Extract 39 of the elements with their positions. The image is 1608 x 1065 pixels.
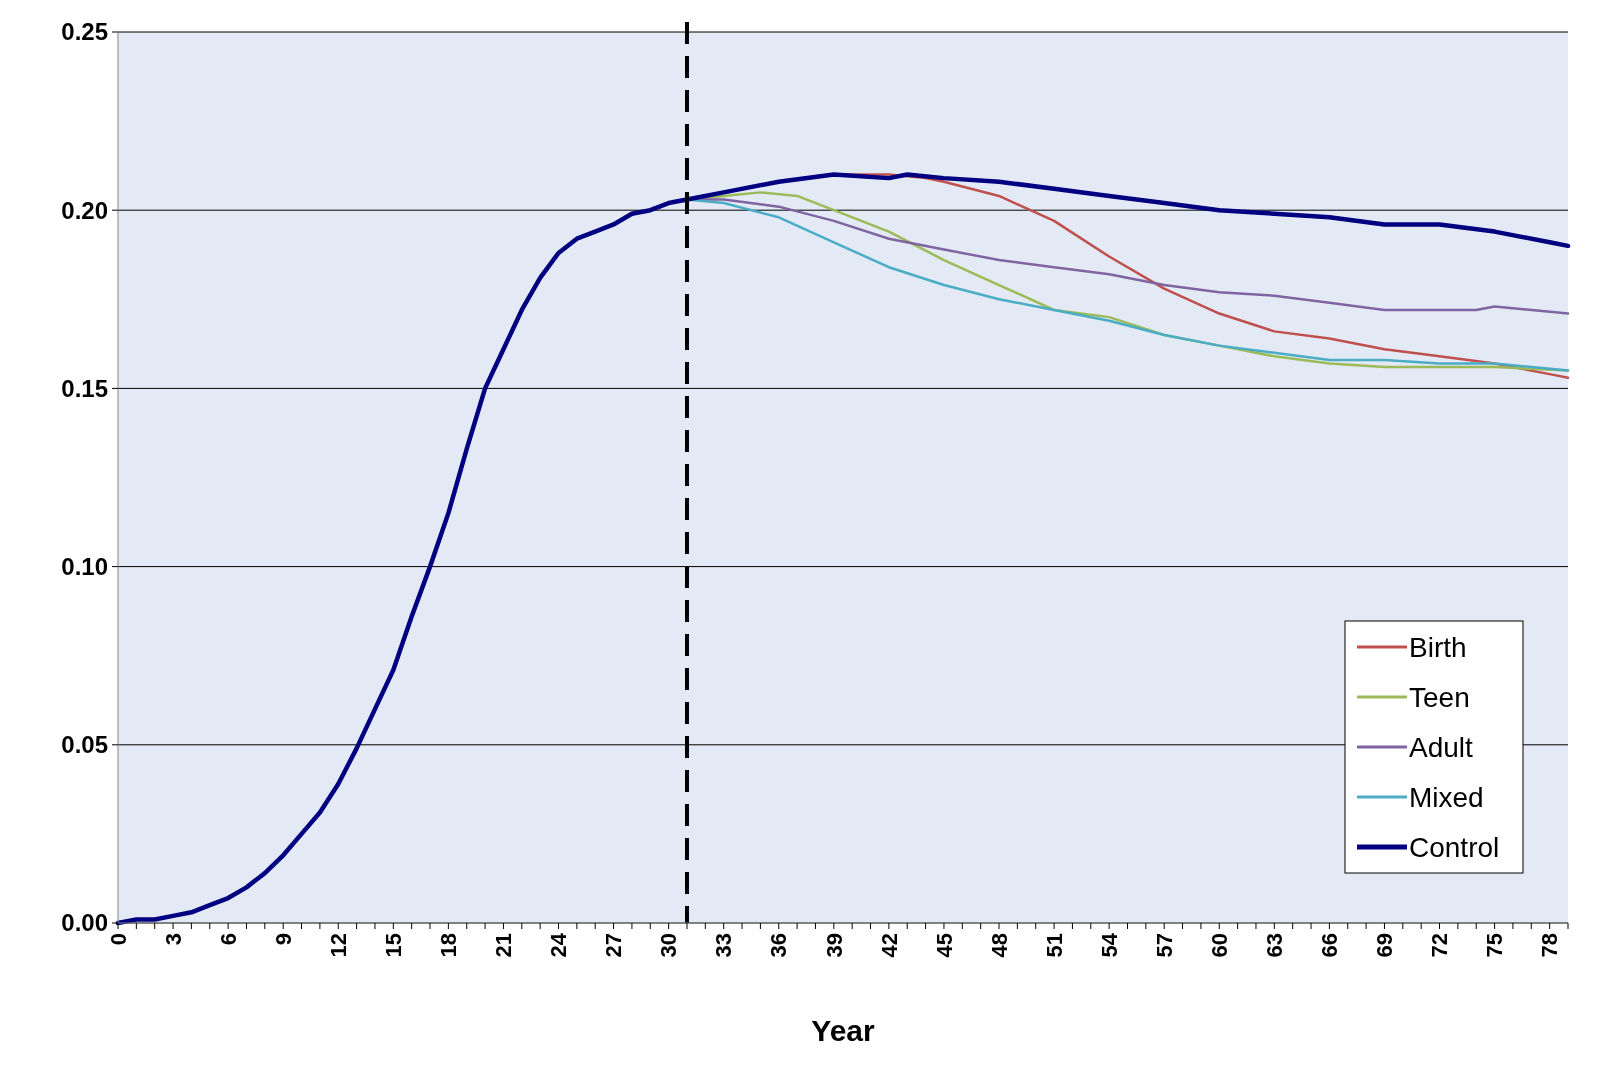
x-tick-label: 30 [656,933,682,958]
legend-label: Teen [1409,681,1470,713]
x-tick-label: 51 [1041,933,1067,958]
x-tick-label: 42 [876,933,902,958]
y-tick-label: 0.15 [61,374,108,402]
x-tick-label: 12 [325,933,351,958]
legend-label: Adult [1409,731,1474,763]
x-tick-label: 21 [491,933,517,958]
x-tick-label: 57 [1151,933,1177,958]
x-tick-label: 0 [105,933,131,946]
x-tick-label: 48 [986,933,1012,958]
y-tick-label: 0.10 [61,553,108,580]
x-axis-title: Year [811,1014,876,1047]
x-tick-label: 78 [1537,933,1563,958]
y-tick-label: 0.20 [61,196,108,224]
legend-label: Mixed [1409,781,1484,813]
x-tick-label: 39 [821,933,847,958]
x-tick-label: 6 [215,933,241,946]
x-tick-label: 15 [381,933,407,958]
legend-label: Birth [1409,631,1467,663]
x-tick-label: 45 [931,933,957,958]
x-tick-label: 63 [1262,933,1288,958]
x-tick-label: 72 [1427,933,1453,958]
y-tick-label: 0.00 [61,909,108,937]
x-tick-label: 27 [601,933,627,958]
x-tick-label: 54 [1096,932,1122,958]
x-tick-label: 60 [1206,933,1232,958]
legend-label: Control [1409,831,1500,863]
y-tick-label: 0.05 [61,731,108,759]
x-tick-label: 24 [546,932,572,958]
x-tick-label: 66 [1317,933,1343,958]
y-tick-label: 0.25 [61,18,108,46]
x-tick-label: 9 [270,933,296,946]
x-tick-label: 75 [1482,933,1508,958]
x-tick-label: 33 [711,933,737,958]
x-tick-label: 69 [1372,933,1398,958]
x-tick-label: 36 [766,933,792,958]
x-tick-label: 3 [160,933,186,946]
x-tick-label: 18 [436,933,462,958]
